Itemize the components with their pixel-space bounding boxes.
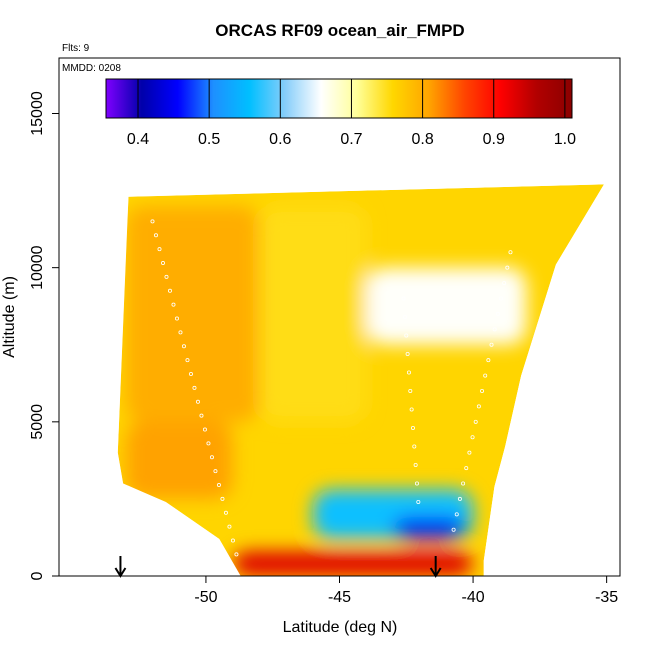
track-point xyxy=(461,481,466,486)
track-point xyxy=(405,351,410,356)
track-point xyxy=(414,481,419,486)
track-point xyxy=(464,466,469,471)
track-point xyxy=(174,316,179,321)
y-axis-label: Altitude (m) xyxy=(1,276,18,358)
heatmap-field xyxy=(117,184,604,576)
field-region-low-left xyxy=(125,421,233,499)
track-point xyxy=(401,296,406,301)
subtitle-flights: Flts: 9 xyxy=(62,43,90,54)
track-point xyxy=(220,496,225,501)
track-point xyxy=(199,413,204,418)
y-tick-label: 10000 xyxy=(29,245,46,290)
track-point xyxy=(167,288,172,293)
track-point xyxy=(454,512,459,517)
track-point xyxy=(209,455,214,460)
track-point xyxy=(489,342,494,347)
y-tick-label: 0 xyxy=(29,571,46,580)
colorbar-tick-label: 0.7 xyxy=(340,131,362,148)
x-tick-label: -50 xyxy=(194,589,217,606)
track-point xyxy=(192,385,197,390)
x-axis: -50 -45 -40 -35 xyxy=(194,575,618,606)
chart-title: ORCAS RF09 ocean_air_FMPD xyxy=(215,21,464,40)
colorbar-gradient xyxy=(105,78,573,119)
colorbar-tick-label: 0.5 xyxy=(198,131,220,148)
track-point xyxy=(473,419,478,424)
track-point xyxy=(492,327,497,332)
track-point xyxy=(467,450,472,455)
track-point xyxy=(150,219,155,224)
x-tick-label: -35 xyxy=(595,589,618,606)
track-point xyxy=(451,527,456,532)
track-point xyxy=(202,427,207,432)
track-point xyxy=(234,552,239,557)
track-point xyxy=(157,247,162,252)
field-region-near-surface xyxy=(232,551,474,576)
colorbar-tick-label: 0.4 xyxy=(127,131,149,148)
track-point xyxy=(410,425,415,430)
track-point xyxy=(480,388,485,393)
track-point xyxy=(508,250,513,255)
track-point xyxy=(164,274,169,279)
track-point xyxy=(181,344,186,349)
track-point xyxy=(216,483,221,488)
flight-track-points xyxy=(150,219,513,557)
colorbar: 0.4 0.5 0.6 0.7 0.8 0.9 1.0 xyxy=(105,78,576,148)
track-point xyxy=(486,358,491,363)
track-point xyxy=(483,373,488,378)
arrow-head xyxy=(114,567,127,578)
track-point xyxy=(409,407,414,412)
track-point xyxy=(495,311,500,316)
track-point xyxy=(476,404,481,409)
x-axis-label: Latitude (deg N) xyxy=(283,619,398,636)
colorbar-tick-label: 0.9 xyxy=(483,131,505,148)
field-region-upper-middle xyxy=(259,206,367,422)
track-point xyxy=(502,281,507,286)
track-point xyxy=(457,496,462,501)
y-axis: 0 5000 10000 15000 xyxy=(29,91,60,580)
track-point xyxy=(153,233,158,238)
track-point xyxy=(227,524,232,529)
track-point xyxy=(416,499,421,504)
track-point xyxy=(406,370,411,375)
track-point xyxy=(412,444,417,449)
field-region-dark-blue-core xyxy=(392,517,466,539)
y-tick-label: 5000 xyxy=(29,404,46,440)
colorbar-tick-label: 0.8 xyxy=(411,131,433,148)
track-point xyxy=(413,462,418,467)
track-point xyxy=(206,441,211,446)
subtitle-date: MMDD: 0208 xyxy=(62,63,121,74)
track-point xyxy=(498,296,503,301)
track-point xyxy=(195,399,200,404)
field-region-upper-left xyxy=(125,206,260,422)
track-point xyxy=(223,510,228,515)
track-point xyxy=(408,388,413,393)
track-point xyxy=(230,538,235,543)
track-point xyxy=(404,333,409,338)
track-point xyxy=(185,358,190,363)
track-point xyxy=(171,302,176,307)
track-point xyxy=(160,261,165,266)
track-point xyxy=(402,314,407,319)
x-tick-label: -45 xyxy=(328,589,351,606)
track-point xyxy=(470,435,475,440)
y-tick-label: 15000 xyxy=(29,91,46,136)
track-point xyxy=(188,372,193,377)
track-point xyxy=(178,330,183,335)
field-region-upper-right xyxy=(366,267,527,345)
track-point xyxy=(505,265,510,270)
colorbar-tick-label: 0.6 xyxy=(269,131,291,148)
colorbar-tick-label: 1.0 xyxy=(554,131,576,148)
track-point xyxy=(213,469,218,474)
x-tick-label: -40 xyxy=(462,589,485,606)
